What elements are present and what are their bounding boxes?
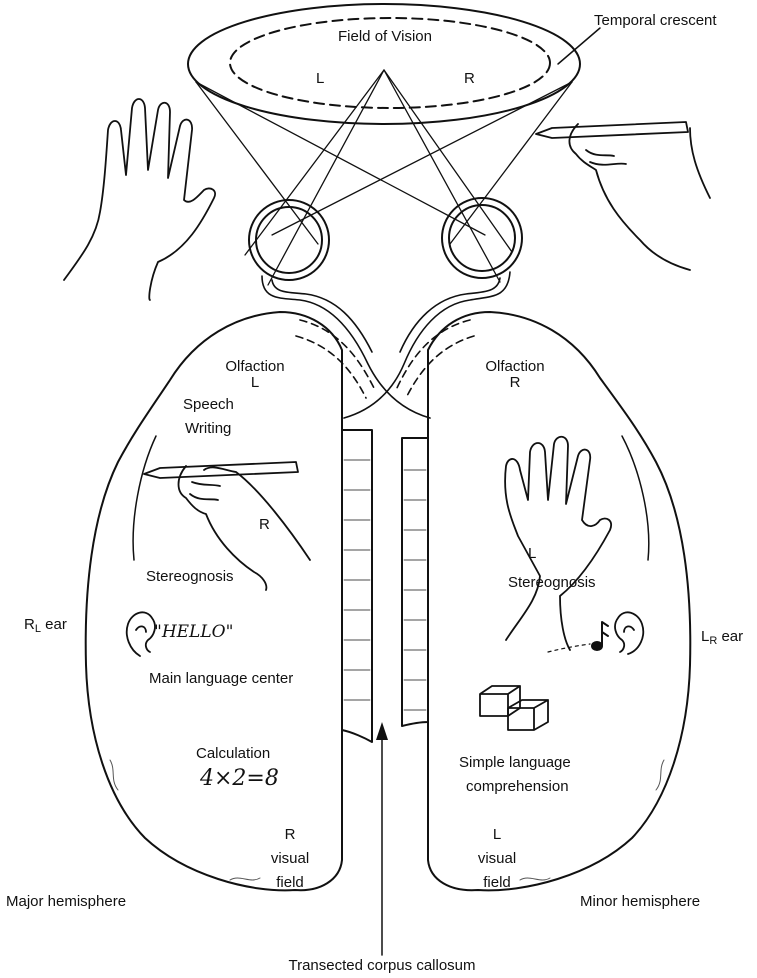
right-eye: [442, 198, 522, 278]
left-ear-suffix: ear: [40, 616, 67, 633]
sound-waves: [548, 644, 590, 652]
raised-hand-right-hemisphere: [505, 437, 611, 650]
olfaction-left-label: Olfaction: [225, 358, 285, 375]
vision-left-label: L: [316, 70, 325, 87]
main-language-center-label: Main language center: [149, 670, 294, 687]
right-ear-subscript: R: [709, 635, 718, 647]
equation-text: 4×2=8: [200, 766, 279, 791]
blocks-icon: [480, 686, 548, 730]
right-visual-field-field-label: field: [483, 874, 511, 891]
left-visual-field-field-label: field: [276, 874, 304, 891]
vision-right-label: R: [464, 70, 475, 87]
left-hemisphere-lobe-line: [133, 436, 156, 560]
left-ear-label: RL ear: [24, 616, 67, 638]
hello-text: "HELLO": [154, 622, 234, 642]
calculation-label: Calculation: [196, 745, 271, 762]
writing-hand-top-right: [536, 122, 710, 270]
temporal-crescent-pointer: [558, 28, 600, 64]
temporal-crescent-label: Temporal crescent: [594, 12, 717, 29]
ear-left-hemisphere-icon: [127, 612, 155, 656]
left-ear-main: R: [24, 616, 35, 633]
minor-hemisphere-label: Minor hemisphere: [580, 893, 701, 910]
right-ear-suffix: ear: [717, 628, 744, 645]
olfaction-right-label: Olfaction: [485, 358, 545, 375]
major-hemisphere-label: Major hemisphere: [6, 893, 127, 910]
comprehension-label: comprehension: [466, 778, 569, 795]
corpus-callosum-arrow: [376, 722, 388, 955]
left-visual-field-r-label: R: [284, 826, 296, 843]
visual-pathway-lines: [196, 70, 572, 285]
left-hemisphere-outline: [86, 312, 342, 890]
right-ear-label: LR ear: [701, 628, 743, 650]
left-visual-field-visual-label: visual: [270, 850, 310, 867]
brain-gyri-texture: [110, 760, 664, 880]
music-note-icon: [592, 622, 608, 650]
left-eye: [249, 200, 329, 280]
olfaction-right-side-label: R: [509, 374, 521, 391]
field-of-vision-label: Field of Vision: [338, 28, 432, 45]
olfaction-left-side-label: L: [250, 374, 260, 391]
right-hemisphere-lobe-line: [622, 436, 649, 560]
right-visual-field-l-label: L: [492, 826, 502, 843]
field-of-vision-ellipse: [188, 4, 580, 124]
corpus-callosum-label: Transected corpus callosum: [288, 957, 476, 974]
left-ear-subscript: L: [34, 623, 41, 635]
simple-language-label: Simple language: [459, 754, 571, 771]
stereognosis-left-label: Stereognosis: [146, 568, 234, 585]
corpus-callosum-right-stump: [402, 438, 428, 726]
raised-hand-top-left: [64, 99, 215, 300]
right-visual-field-visual-label: visual: [477, 850, 517, 867]
optic-nerves: [262, 272, 510, 418]
ear-right-hemisphere-icon: [615, 612, 643, 654]
writing-label: Writing: [185, 420, 232, 437]
speech-label: Speech: [183, 396, 234, 413]
writing-hand-left-hemisphere: [144, 462, 310, 590]
right-hemisphere-outline: [428, 312, 690, 890]
stereognosis-right-label: Stereognosis: [508, 574, 596, 591]
corpus-callosum-left-stump: [342, 430, 372, 742]
left-hemisphere-hand-side-label: R: [259, 516, 270, 533]
right-ear-main: L: [701, 628, 710, 645]
right-hemisphere-hand-side-label: L: [528, 545, 537, 562]
